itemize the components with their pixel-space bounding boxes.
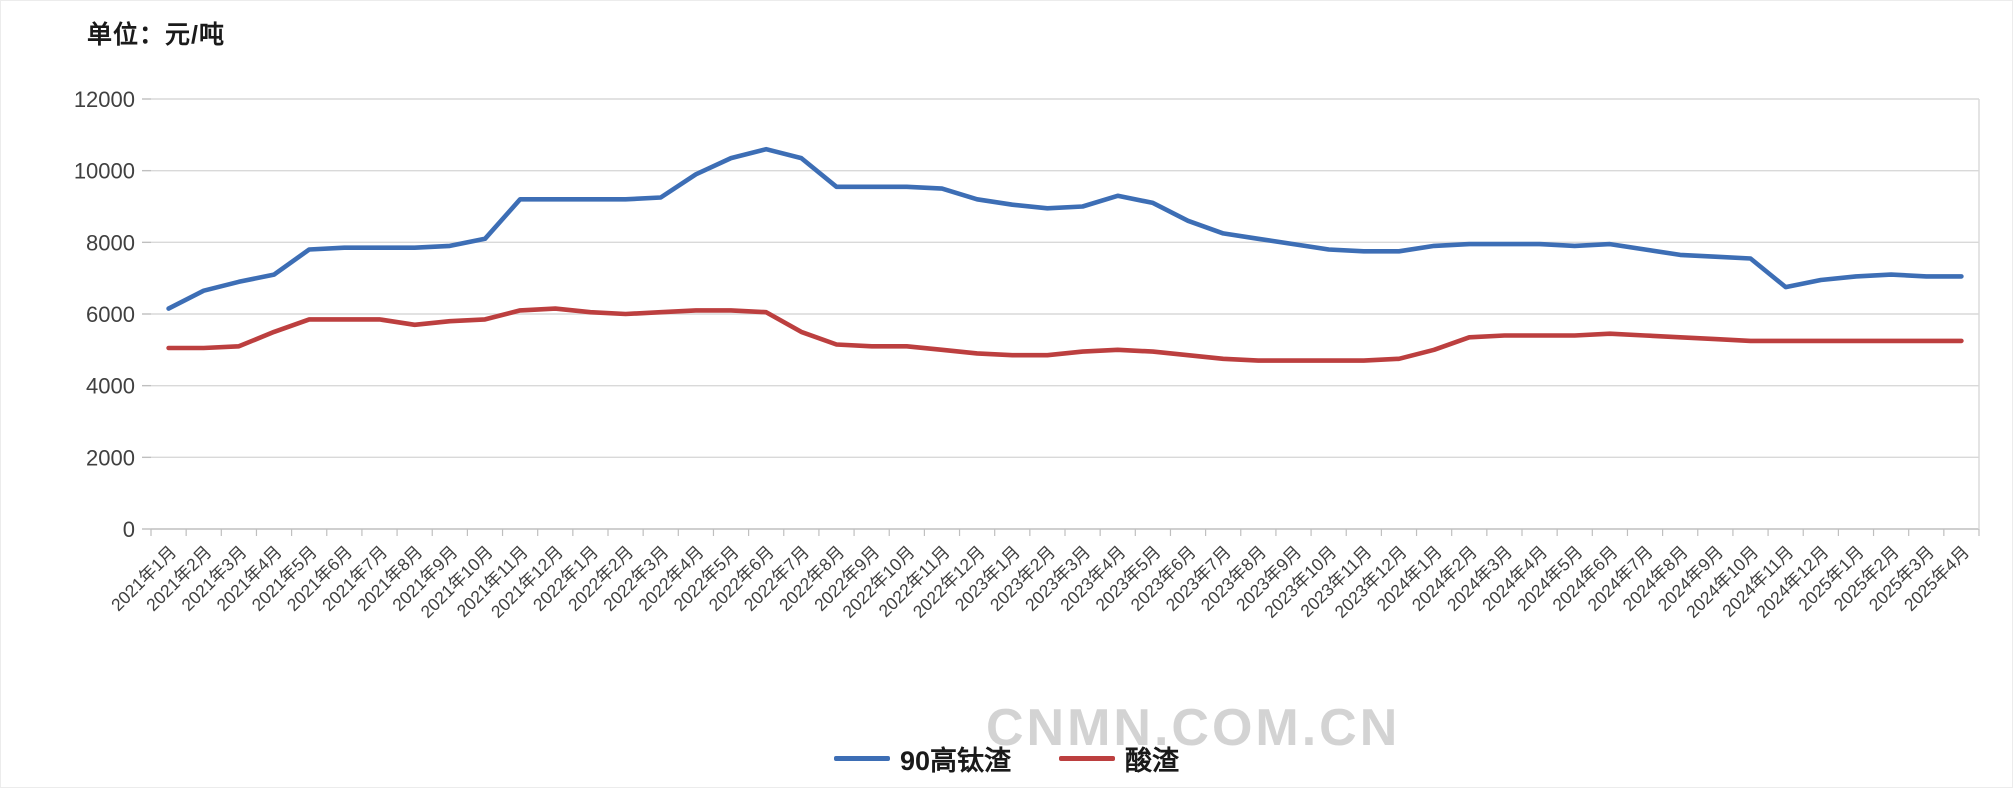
gridlines [151,98,1979,459]
legend-label: 酸渣 [1125,746,1180,776]
series-line-acid-slag [166,306,1964,363]
legend-label: 90高钛渣 [899,746,1012,776]
y-tick-label: 0 [123,517,135,542]
legend-item-90-high-titanium-slag: 90高钛渣 [833,739,1012,778]
x-axis-labels: 2021年1月2021年2月2021年3月2021年4月2021年5月2021年… [107,542,1973,622]
y-tick-label: 8000 [86,230,135,255]
series-line-90-high-titanium-slag [166,146,1964,311]
y-tick-label: 2000 [86,445,135,470]
y-tick-label: 4000 [86,374,135,399]
legend-item-acid-slag: 酸渣 [1059,739,1179,778]
y-tick-label: 12000 [74,87,135,112]
axes [142,98,1980,536]
series-lines [166,146,1964,363]
y-axis-labels: 0 2000 4000 6000 8000 10000 12000 [74,87,135,542]
legend-line-red-icon [1059,756,1116,761]
y-tick-label: 10000 [74,159,135,184]
unit-axis-title: 单位：元/吨 [87,21,225,49]
legend: 90高钛渣 酸渣 [1,739,2012,778]
y-tick-label: 6000 [86,302,135,327]
legend-line-blue-icon [833,756,890,761]
